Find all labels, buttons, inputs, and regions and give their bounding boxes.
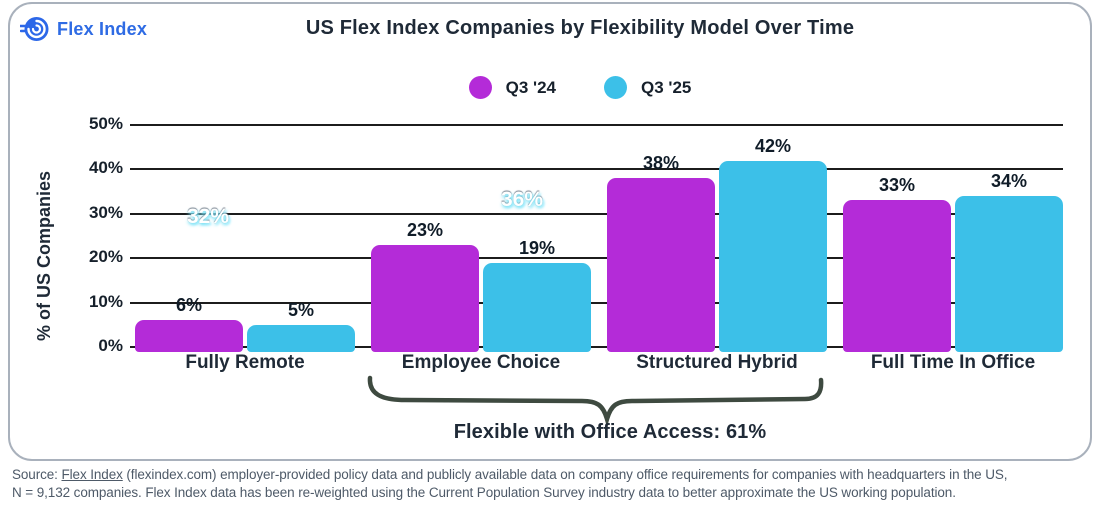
bar-value-label: 34% xyxy=(990,171,1028,192)
x-category-label: Full Time In Office xyxy=(870,352,1036,373)
y-axis-title: % of US Companies xyxy=(34,170,54,342)
y-tick-label: 20% xyxy=(88,247,123,267)
bar-value-label: 33% xyxy=(878,175,916,196)
gridline-30% xyxy=(130,212,1063,215)
legend-item-Q325: Q3 '25 xyxy=(604,76,691,99)
footnote-line1: (flexindex.com) employer-provided policy… xyxy=(122,467,1008,482)
flexindex-link[interactable]: Flex Index xyxy=(61,467,123,482)
brand-name: Flex Index xyxy=(57,18,148,39)
bar-value-label: 5% xyxy=(287,299,314,320)
bar-Q325-employee-choice xyxy=(483,262,591,352)
flex-index-logo: Flex Index xyxy=(20,14,147,44)
flex-index-swirl-icon xyxy=(20,14,50,44)
bar-value-label: 42% xyxy=(754,135,792,156)
overlay-value-label: 32% xyxy=(186,205,230,228)
x-category-label: Structured Hybrid xyxy=(636,352,798,373)
brace-annotation xyxy=(367,375,824,428)
legend-item-Q324: Q3 '24 xyxy=(468,76,556,99)
legend: Q3 '24 Q3 '25 xyxy=(60,76,1100,99)
bar-value-label: 23% xyxy=(406,219,444,240)
legend-dot-icon xyxy=(604,76,627,99)
x-category-label: Fully Remote xyxy=(185,352,305,373)
gridline-0% xyxy=(130,346,1063,348)
y-tick-label: 40% xyxy=(88,158,123,178)
x-category-label: Employee Choice xyxy=(401,352,561,373)
bar-Q324-full-time-in-office xyxy=(843,200,951,352)
bar-Q325-structured-hybrid xyxy=(719,160,827,352)
y-tick-label: 0% xyxy=(98,336,123,355)
brace-annotation-label: Flexible with Office Access: 61% xyxy=(453,421,767,443)
bar-value-label: 19% xyxy=(518,237,556,258)
bar-Q325-full-time-in-office xyxy=(955,196,1063,352)
y-tick-label: 10% xyxy=(88,291,123,311)
bar-Q324-employee-choice xyxy=(371,244,479,352)
bar-Q324-structured-hybrid xyxy=(607,178,715,352)
footnote: Source: Flex Index (flexindex.com) emplo… xyxy=(12,466,1094,502)
bar-value-label: 6% xyxy=(175,295,202,316)
y-tick-label: 50% xyxy=(88,114,123,133)
footnote-source-prefix: Source: xyxy=(12,467,62,482)
gridline-40% xyxy=(130,168,1063,171)
bar-value-label: 38% xyxy=(642,153,680,174)
y-tick-label: 30% xyxy=(88,202,123,222)
chart-title: US Flex Index Companies by Flexibility M… xyxy=(305,17,855,39)
legend-label: Q3 '25 xyxy=(641,77,692,97)
gridline-20% xyxy=(130,257,1063,260)
legend-dot-icon xyxy=(468,76,492,99)
gridline-50% xyxy=(130,124,1063,126)
bar-Q324-fully-remote xyxy=(135,320,243,352)
overlay-value-label: 36% xyxy=(500,188,544,211)
footnote-line2: N = 9,132 companies. Flex Index data has… xyxy=(12,485,956,500)
gridline-10% xyxy=(130,301,1063,304)
legend-label: Q3 '24 xyxy=(505,77,556,97)
bar-Q325-fully-remote xyxy=(247,324,355,352)
